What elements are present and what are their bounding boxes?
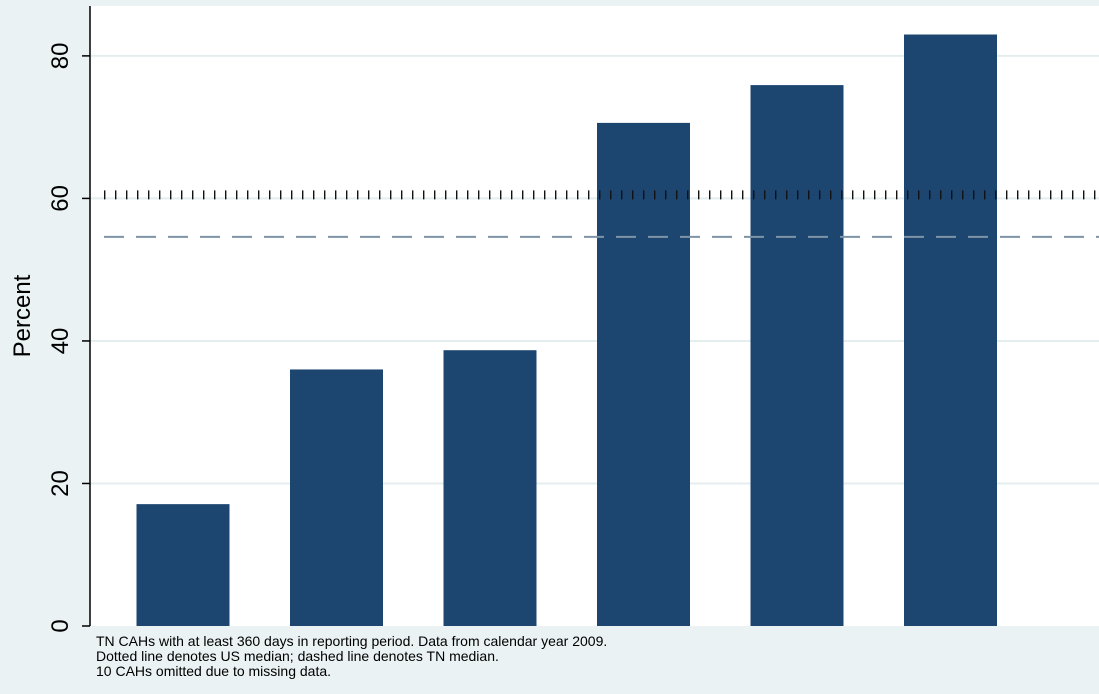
y-axis-title: Percent: [9, 274, 36, 357]
bar: [443, 350, 537, 626]
bar: [290, 369, 383, 626]
bar: [597, 122, 690, 626]
y-tick-label: 60: [47, 185, 74, 212]
bar: [750, 85, 844, 626]
y-tick-label: 40: [47, 328, 74, 355]
chart-notes: TN CAHs with at least 360 days in report…: [96, 633, 607, 679]
chart-note: TN CAHs with at least 360 days in report…: [96, 633, 607, 649]
bars: [136, 34, 997, 627]
y-tick-label: 0: [47, 619, 74, 632]
y-axis-ticks: 0 20 40 60 80: [47, 43, 90, 633]
bar: [904, 34, 997, 627]
y-tick-label: 80: [47, 43, 74, 70]
y-tick-label: 20: [47, 470, 74, 497]
reference-lines: [104, 190, 1099, 238]
bar: [136, 504, 230, 626]
chart-note: 10 CAHs omitted due to missing data.: [96, 663, 331, 679]
chart-note: Dotted line denotes US median; dashed li…: [96, 648, 499, 664]
